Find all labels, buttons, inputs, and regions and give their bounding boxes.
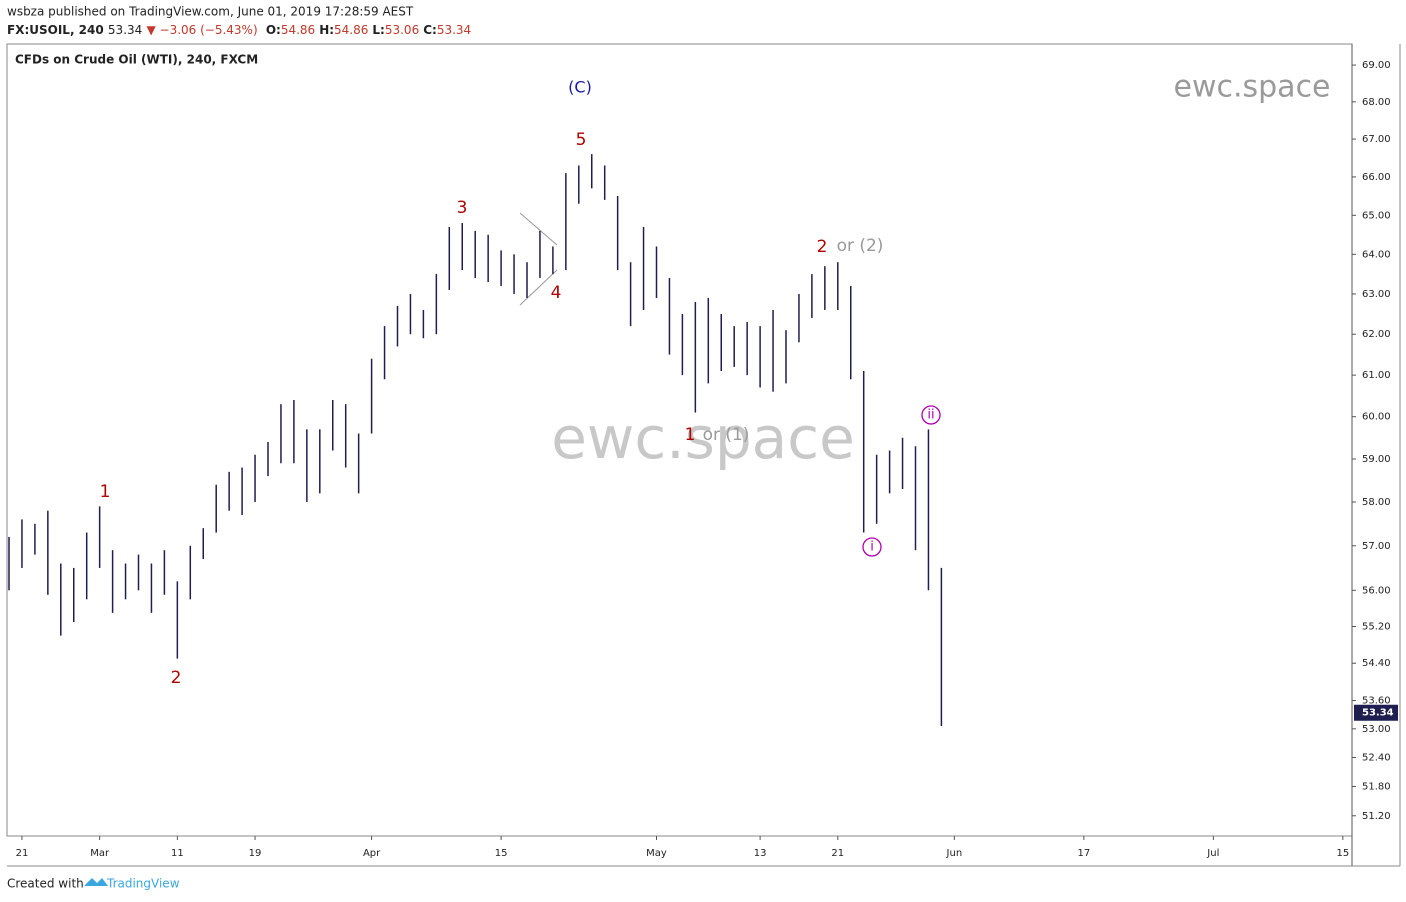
y-tick-label: 58.00 xyxy=(1362,497,1391,508)
y-tick-label: 62.00 xyxy=(1362,329,1391,340)
x-tick-label: 17 xyxy=(1077,848,1090,859)
ohlc-value: 53.06 xyxy=(385,23,419,37)
wave-label: 5 xyxy=(576,130,587,150)
footer-brand[interactable]: TradingView xyxy=(106,877,180,891)
y-tick-label: 52.40 xyxy=(1362,752,1391,763)
last-price-label: 53.34 xyxy=(1362,708,1394,719)
ohlc-value: 53.34 xyxy=(437,23,471,37)
ohlc: O:54.86 H:54.86 L:53.06 C:53.34 xyxy=(266,23,471,37)
y-tick-label: 51.80 xyxy=(1362,781,1391,792)
wave-label: 4 xyxy=(551,283,562,303)
last-price-box xyxy=(1354,704,1398,721)
wave-label: 1 xyxy=(685,425,696,445)
chart-title: CFDs on Crude Oil (WTI), 240, FXCM xyxy=(15,53,258,67)
x-tick-label: Jul xyxy=(1206,848,1219,859)
last: 53.34 xyxy=(108,23,142,37)
y-tick-label: 53.60 xyxy=(1362,696,1391,707)
y-tick-label: 55.20 xyxy=(1362,622,1391,633)
y-tick-label: 69.00 xyxy=(1362,60,1391,71)
wave-circle xyxy=(862,537,882,557)
ohlc-value: 54.86 xyxy=(334,23,368,37)
y-tick-label: 60.00 xyxy=(1362,412,1391,423)
footer-text: Created with xyxy=(7,877,84,891)
ohlc-label: H: xyxy=(319,23,334,37)
x-tick-label: Jun xyxy=(946,848,963,859)
x-tick-label: Apr xyxy=(363,848,381,859)
change: ▼ −3.06 (−5.43%) xyxy=(146,23,257,37)
x-tick-label: 19 xyxy=(249,848,262,859)
y-tick-label: 57.00 xyxy=(1362,541,1391,552)
y-tick-label: 53.00 xyxy=(1362,724,1391,735)
triangle-line xyxy=(519,269,558,306)
y-tick-label: 64.00 xyxy=(1362,249,1391,260)
x-tick-label: 15 xyxy=(1336,848,1349,859)
wave-label: (C) xyxy=(568,78,592,97)
wave-circle xyxy=(921,405,941,425)
x-tick-label: May xyxy=(646,848,667,859)
y-tick-label: 51.20 xyxy=(1362,811,1391,822)
x-tick-label: 13 xyxy=(754,848,767,859)
watermark: ewc.space xyxy=(551,404,855,472)
x-tick-label: 11 xyxy=(171,848,184,859)
y-tick-label: 67.00 xyxy=(1362,134,1391,145)
y-tick-label: 61.00 xyxy=(1362,370,1391,381)
x-tick-label: Mar xyxy=(90,848,110,859)
wave-label: i xyxy=(870,540,874,555)
watermark: ewc.space xyxy=(1173,70,1330,105)
wave-label: 3 xyxy=(457,198,468,218)
x-tick-label: 21 xyxy=(16,848,29,859)
wave-label: 2 xyxy=(171,668,182,688)
y-tick-label: 56.00 xyxy=(1362,585,1391,596)
y-tick-label: 63.00 xyxy=(1362,289,1391,300)
wave-label: 2 xyxy=(817,237,828,257)
x-tick-label: 15 xyxy=(495,848,508,859)
y-tick-label: 65.00 xyxy=(1362,210,1391,221)
quote: FX:USOIL, 240 53.34 ▼ −3.06 (−5.43%) O:5… xyxy=(7,23,471,37)
ohlc-value: 54.86 xyxy=(281,23,315,37)
ohlc-label: C: xyxy=(423,23,437,37)
ohlc-label: O: xyxy=(266,23,281,37)
triangle-line xyxy=(519,212,558,246)
x-tick-label: 21 xyxy=(831,848,844,859)
wave-label: ii xyxy=(927,408,934,423)
y-tick-label: 54.40 xyxy=(1362,658,1391,669)
y-tick-label: 68.00 xyxy=(1362,97,1391,108)
published: wsbza published on TradingView.com, June… xyxy=(7,5,414,19)
wave-label: or (1) xyxy=(703,425,750,445)
ohlc-label: L: xyxy=(372,23,384,37)
wave-label: or (2) xyxy=(837,236,884,256)
logo xyxy=(84,878,108,886)
symbol: FX:USOIL, 240 xyxy=(7,23,104,37)
y-tick-label: 66.00 xyxy=(1362,172,1391,183)
wave-label: 1 xyxy=(100,482,111,502)
y-tick-label: 59.00 xyxy=(1362,454,1391,465)
